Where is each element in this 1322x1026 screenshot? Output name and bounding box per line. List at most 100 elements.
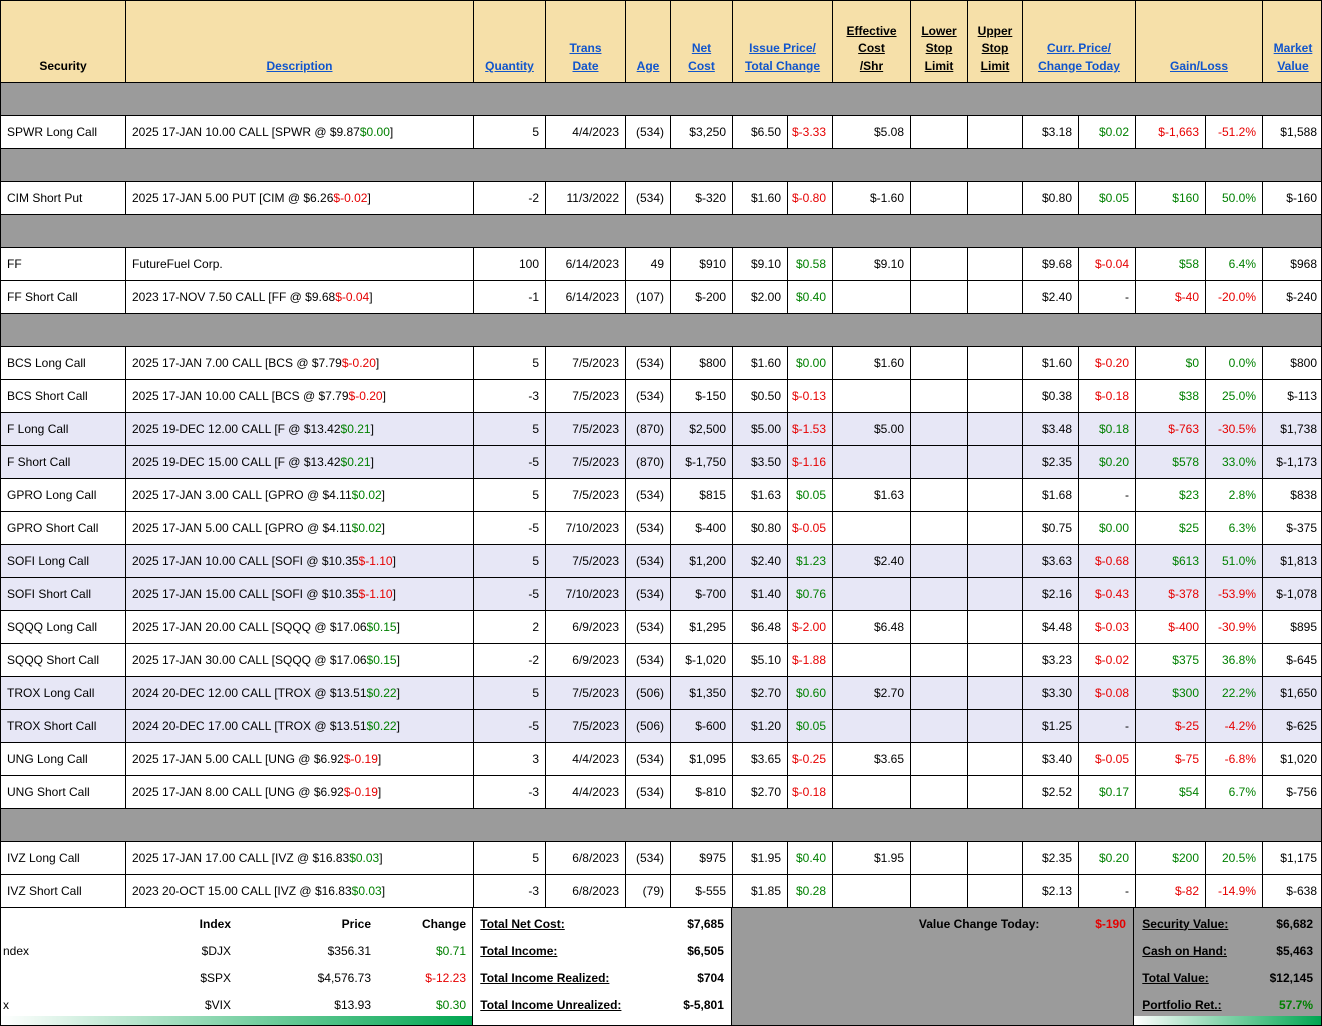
gain-pct-cell: 20.5% [1206, 842, 1263, 874]
curr-change-cell: $0.17 [1079, 776, 1136, 808]
lower-stop-limit-cell [911, 116, 968, 148]
age-cell: (534) [626, 545, 671, 577]
gain-pct-cell: -4.2% [1206, 710, 1263, 742]
gain-cell: $58 [1136, 248, 1206, 280]
upper-stop-limit-cell [968, 677, 1023, 709]
market-value-cell: $1,738 [1280, 422, 1317, 436]
description-cell: 2025 17-JAN 30.00 CALL [SQQQ @ $17.06 $0… [126, 644, 474, 676]
security-cell: SPWR Long Call [1, 116, 126, 148]
market-value-cell: $-638 [1286, 884, 1317, 898]
curr-price-cell: $3.23 [1023, 644, 1079, 676]
net-cost-cell: $1,350 [671, 677, 733, 709]
total-value-row: Total Value: $12,145 [1134, 964, 1321, 991]
col-header-gain-loss[interactable]: Gain/Loss [1136, 1, 1263, 82]
table-row: SPWR Long Call 2025 17-JAN 10.00 CALL [S… [1, 116, 1321, 149]
gain-pct-cell: 50.0% [1206, 182, 1263, 214]
issue-price-cell: $6.48 [733, 611, 788, 643]
table-row: UNG Short Call 2025 17-JAN 8.00 CALL [UN… [1, 776, 1321, 809]
age-cell: (534) [626, 380, 671, 412]
description-bracket: ] [396, 719, 400, 733]
effective-cost-cell [833, 281, 911, 313]
issue-change-cell: $0.05 [788, 479, 833, 511]
description-bracket: ] [377, 785, 382, 799]
index-row-djx: ndex $DJX $356.31 $0.71 [1, 937, 472, 964]
col-header-upper-stop[interactable]: Upper Stop Limit [968, 1, 1023, 82]
description-cell: 2025 17-JAN 17.00 CALL [IVZ @ $16.83 $0.… [126, 842, 474, 874]
curr-change-cell: - [1079, 281, 1136, 313]
index-cut-label: ndex [3, 943, 30, 958]
col-header-trans-date[interactable]: Trans Date [546, 1, 626, 82]
description-bracket: ] [377, 752, 382, 766]
net-cost-cell: $-600 [671, 710, 733, 742]
index-price: $4,576.73 [317, 970, 371, 985]
age-cell: 49 [626, 248, 671, 280]
curr-price-cell: $9.68 [1023, 248, 1079, 280]
cash-on-hand-row: Cash on Hand: $5,463 [1134, 937, 1321, 964]
separator-band [1, 149, 1321, 182]
net-cost-cell: $-200 [671, 281, 733, 313]
total-value-label: Total Value: [1142, 970, 1209, 985]
age-cell: (870) [626, 446, 671, 478]
col-header-quantity[interactable]: Quantity [474, 1, 546, 82]
description-change: $-1.10 [358, 554, 393, 568]
gain-pct-cell: 22.2% [1206, 677, 1263, 709]
upper-stop-limit-cell [968, 248, 1023, 280]
effective-cost-cell [833, 512, 911, 544]
lower-stop-limit-cell [911, 380, 968, 412]
col-header-quantity-label: Quantity [485, 58, 534, 73]
upper-stop-limit-cell [968, 446, 1023, 478]
curr-price-cell: $3.18 [1023, 116, 1079, 148]
summary-panel: Security Value: $6,682 Cash on Hand: $5,… [1134, 908, 1321, 1025]
gain-cell: $160 [1136, 182, 1206, 214]
col-header-effective-cost[interactable]: Effective Cost /Shr [833, 1, 911, 82]
issue-price-cell: $0.80 [733, 512, 788, 544]
curr-change-cell: $0.00 [1079, 512, 1136, 544]
col-header-curr-price[interactable]: Curr. Price/ Change Today [1023, 1, 1136, 82]
issue-price-cell: $3.50 [733, 446, 788, 478]
description-change: $-0.04 [335, 290, 370, 304]
market-value-cell: $-113 [1287, 389, 1317, 403]
col-header-issue-price[interactable]: Issue Price/ Total Change [733, 1, 833, 82]
curr-change-cell: $-0.05 [1079, 743, 1136, 775]
col-header-market-value[interactable]: Market Value [1263, 1, 1321, 82]
description-change: $-1.10 [358, 587, 393, 601]
issue-price-cell: $0.50 [733, 380, 788, 412]
gradient-bar-right [1134, 1016, 1321, 1025]
upper-stop-limit-cell [968, 545, 1023, 577]
index-price: $13.93 [334, 997, 371, 1012]
curr-price-cell: $3.63 [1023, 545, 1079, 577]
description-cell: 2025 17-JAN 5.00 CALL [UNG @ $6.92 $-0.1… [126, 743, 474, 775]
effective-cost-cell [833, 875, 911, 907]
col-header-upper-stop-label: Upper Stop Limit [977, 23, 1013, 73]
gain-pct-cell: 51.0% [1206, 545, 1263, 577]
col-header-net-cost[interactable]: Net Cost [671, 1, 733, 82]
description-text: 2025 19-DEC 12.00 CALL [F @ $13.42 [132, 422, 341, 436]
security-cell: FF Short Call [1, 281, 126, 313]
value-change-today-label: Value Change Today: [918, 916, 1040, 931]
market-value-cell: $800 [1290, 356, 1317, 370]
description-cell: 2025 17-JAN 8.00 CALL [UNG @ $6.92 $-0.1… [126, 776, 474, 808]
description-text: 2025 17-JAN 5.00 CALL [GPRO @ $4.11 [132, 521, 352, 535]
effective-cost-cell: $3.65 [833, 743, 911, 775]
total-net-cost-row: Total Net Cost: $7,685 [473, 910, 731, 937]
quantity-cell: -3 [474, 776, 546, 808]
description-text: 2025 17-JAN 10.00 CALL [SPWR @ $9.87 [132, 125, 360, 139]
portfolio-return-label: Portfolio Ret.: [1142, 997, 1222, 1012]
description-cell: 2025 17-JAN 7.00 CALL [BCS @ $7.79 $-0.2… [126, 347, 474, 379]
gain-pct-cell: 0.0% [1206, 347, 1263, 379]
quantity-cell: -5 [474, 512, 546, 544]
issue-price-cell: $5.00 [733, 413, 788, 445]
col-header-age[interactable]: Age [626, 1, 671, 82]
description-text: 2025 19-DEC 15.00 CALL [F @ $13.42 [132, 455, 341, 469]
separator-band [1, 314, 1321, 347]
description-change: $0.00 [359, 125, 390, 139]
col-header-lower-stop[interactable]: Lower Stop Limit [911, 1, 968, 82]
security-value-label: Security Value: [1142, 916, 1229, 931]
curr-price-cell: $4.48 [1023, 611, 1079, 643]
lower-stop-limit-cell [911, 347, 968, 379]
lower-stop-limit-cell [911, 446, 968, 478]
quantity-cell: 5 [474, 413, 546, 445]
col-header-description[interactable]: Description [126, 1, 474, 82]
gain-pct-cell: 2.8% [1206, 479, 1263, 511]
table-row: FF FutureFuel Corp. 100 6/14/2023 49 $91… [1, 248, 1321, 281]
